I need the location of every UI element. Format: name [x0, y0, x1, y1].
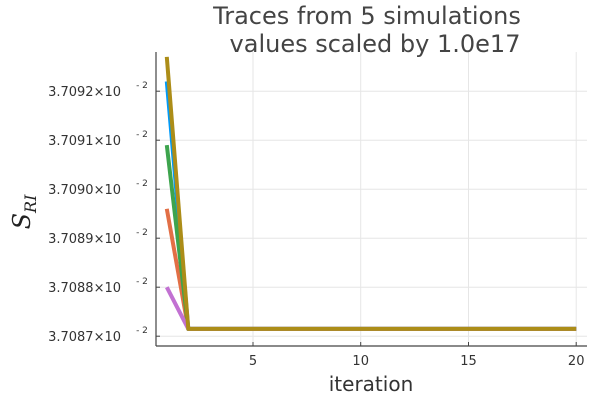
- grid: [156, 52, 587, 346]
- y-tick-label: 3.7089×10 - 2: [48, 228, 148, 247]
- y-axis-label-main: S: [8, 213, 36, 229]
- series-group: [164, 56, 577, 331]
- y-tick-label-mantissa: 3.7092×10: [48, 85, 121, 100]
- chart-title-line-1: Traces from 5 simulations: [212, 2, 521, 30]
- y-tick-label: 3.7091×10 - 2: [48, 130, 148, 149]
- tick-labels: 5 10 15 203.7087×10- 23.7088×10- 23.7089×10…: [48, 81, 584, 369]
- y-tick-label: 3.7090×10 - 2: [48, 179, 148, 198]
- series-line: [165, 286, 577, 331]
- series-line: [164, 144, 577, 331]
- y-tick-label: 3.7087×10 - 2: [48, 326, 148, 345]
- series-line: [164, 56, 577, 331]
- y-tick-label-exponent: - 2: [136, 179, 148, 189]
- chart-title-line-2: values scaled by 1.0e17: [230, 30, 521, 58]
- y-axis-label-subscript: RI: [21, 194, 40, 214]
- y-tick-label-exponent: - 2: [136, 130, 148, 140]
- x-tick-label: 5: [249, 354, 257, 369]
- y-tick-label-mantissa: 3.7089×10: [48, 232, 121, 247]
- x-tick-label: 10: [352, 354, 369, 369]
- y-tick-label: 3.7088×10 - 2: [48, 277, 148, 296]
- x-axis-label: iteration: [329, 372, 414, 396]
- y-axis-label: SRI: [8, 194, 40, 230]
- y-tick-label-exponent: - 2: [136, 326, 148, 336]
- series-line: [164, 81, 577, 331]
- y-tick-label-mantissa: 3.7088×10: [48, 281, 121, 296]
- y-tick-label: 3.7092×10 - 2: [48, 81, 148, 100]
- x-tick-label: 20: [568, 354, 585, 369]
- x-tick-label: 15: [460, 354, 477, 369]
- axes: [155, 52, 587, 347]
- y-tick-label-exponent: - 2: [136, 277, 148, 287]
- svg-text:SRI: SRI: [8, 194, 40, 230]
- series-line: [164, 208, 577, 331]
- y-tick-label-mantissa: 3.7090×10: [48, 183, 121, 198]
- y-tick-label-exponent: - 2: [136, 81, 148, 91]
- y-tick-label-mantissa: 3.7091×10: [48, 134, 121, 149]
- y-tick-label-mantissa: 3.7087×10: [48, 330, 121, 345]
- y-tick-label-exponent: - 2: [136, 228, 148, 238]
